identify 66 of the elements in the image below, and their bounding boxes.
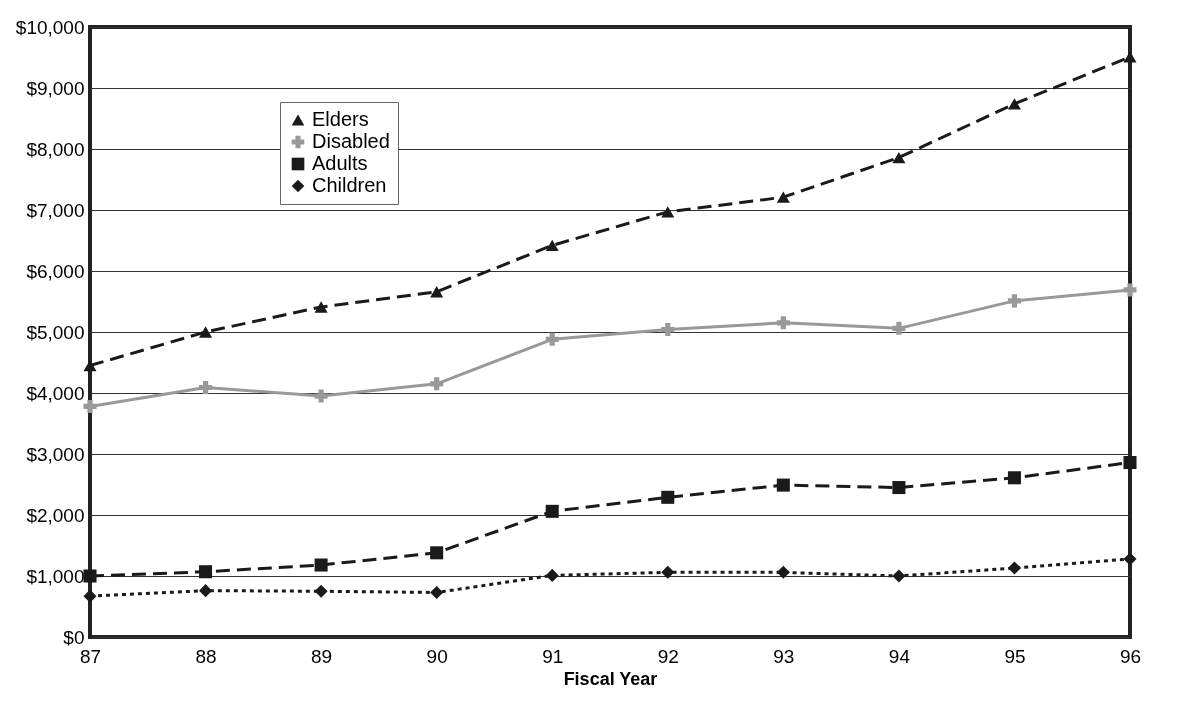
point [892,151,906,164]
point [776,191,790,203]
point [314,558,328,572]
point [661,323,675,337]
x-tick-label: 92 [657,645,679,667]
point [776,565,790,579]
point [199,565,213,579]
point [83,359,97,372]
y-tick-label: $0 [63,626,85,648]
x-tick-label: 88 [195,645,217,667]
point [1007,294,1021,308]
legend-label: Disabled [312,130,390,152]
x-axis-title: Fiscal Year [563,668,658,689]
y-tick-label: $5,000 [26,321,85,343]
y-tick-label: $2,000 [26,504,85,526]
x-tick-label: 91 [542,645,564,667]
point [314,389,328,403]
point [199,326,213,338]
x-tick-label: 90 [426,645,448,667]
point [314,301,328,313]
point [430,585,444,599]
legend-label: Elders [312,108,369,130]
point [430,377,444,391]
point [199,584,213,598]
x-tick-label: 95 [1004,645,1026,667]
point [661,490,675,504]
point [892,321,906,335]
legend-label: Children [312,174,387,196]
y-tick-label: $8,000 [26,138,85,160]
point [545,568,559,582]
y-tick-label: $10,000 [15,16,85,38]
y-tick-label: $1,000 [26,565,85,587]
y-tick-label: $7,000 [26,199,85,221]
point [892,569,906,583]
point [1123,456,1137,470]
point [314,584,328,598]
point [1123,51,1137,63]
point [199,380,213,395]
point [83,569,97,583]
point [1007,471,1021,485]
point [430,286,444,298]
y-tick-label: $6,000 [26,260,85,282]
point [1123,552,1137,566]
x-tick-label: 89 [311,645,333,667]
x-tick-label: 93 [773,645,795,667]
y-tick-label: $9,000 [26,77,85,99]
point [1007,98,1021,110]
point [545,239,559,252]
point [1123,283,1137,297]
point [661,565,675,579]
point [545,332,559,346]
y-tick-label: $3,000 [26,443,85,465]
point [83,589,97,603]
point [83,399,97,413]
x-tick-label: 87 [79,645,102,667]
point [1007,561,1021,575]
point [545,504,559,518]
point [776,316,790,330]
y-tick-label: $4,000 [26,382,85,404]
point [776,478,790,492]
x-tick-label: 94 [888,645,911,667]
point [892,481,906,495]
x-tick-label: 96 [1119,645,1142,667]
point [661,206,675,218]
legend-label: Adults [312,152,368,174]
point [430,546,444,560]
